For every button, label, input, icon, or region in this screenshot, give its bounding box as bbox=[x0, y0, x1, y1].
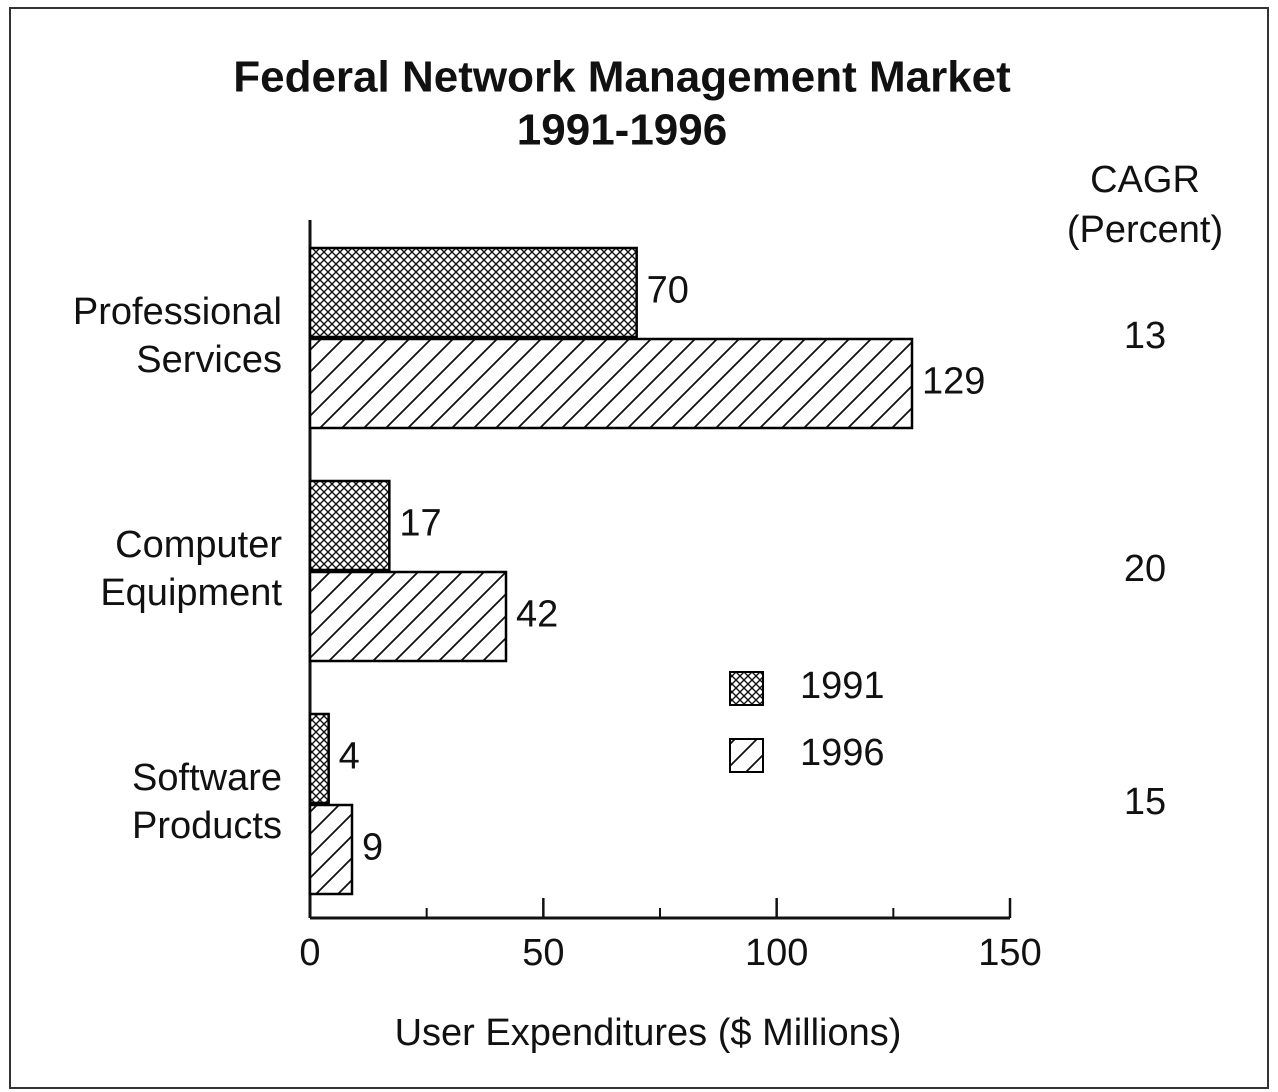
value-label: 9 bbox=[362, 827, 383, 869]
value-label: 17 bbox=[399, 503, 441, 545]
bar bbox=[308, 570, 508, 663]
legend-label: 1996 bbox=[800, 732, 885, 774]
value-label: 70 bbox=[647, 270, 689, 312]
bar bbox=[308, 337, 914, 430]
value-label: 129 bbox=[922, 361, 985, 403]
cagr-unit: (Percent) bbox=[1067, 209, 1223, 251]
bar bbox=[308, 479, 391, 572]
x-axis-label: User Expenditures ($ Millions) bbox=[395, 1012, 902, 1054]
x-tick-label: 150 bbox=[978, 932, 1041, 974]
legend-swatch bbox=[729, 738, 764, 773]
value-label: 4 bbox=[339, 736, 360, 778]
cagr-label: CAGR bbox=[1090, 159, 1200, 201]
bar bbox=[308, 246, 638, 339]
value-label: 42 bbox=[516, 594, 558, 636]
cagr-value: 20 bbox=[1124, 548, 1166, 590]
chart-title: Federal Network Management Market bbox=[233, 53, 1011, 102]
chart-subtitle: 1991-1996 bbox=[517, 106, 727, 155]
cagr-value: 13 bbox=[1124, 315, 1166, 357]
x-tick-label: 0 bbox=[299, 932, 320, 974]
bar bbox=[308, 712, 330, 805]
x-tick-label: 100 bbox=[745, 932, 808, 974]
legend-label: 1991 bbox=[800, 665, 885, 707]
legend-swatch bbox=[729, 671, 764, 706]
category-label: Computer Equipment bbox=[100, 524, 282, 614]
category-label: Professional Services bbox=[73, 291, 282, 381]
x-tick-label: 50 bbox=[522, 932, 564, 974]
cagr-value: 15 bbox=[1124, 781, 1166, 823]
category-label: Software Products bbox=[132, 757, 282, 847]
frame bbox=[9, 7, 1269, 1089]
bar bbox=[308, 803, 354, 896]
